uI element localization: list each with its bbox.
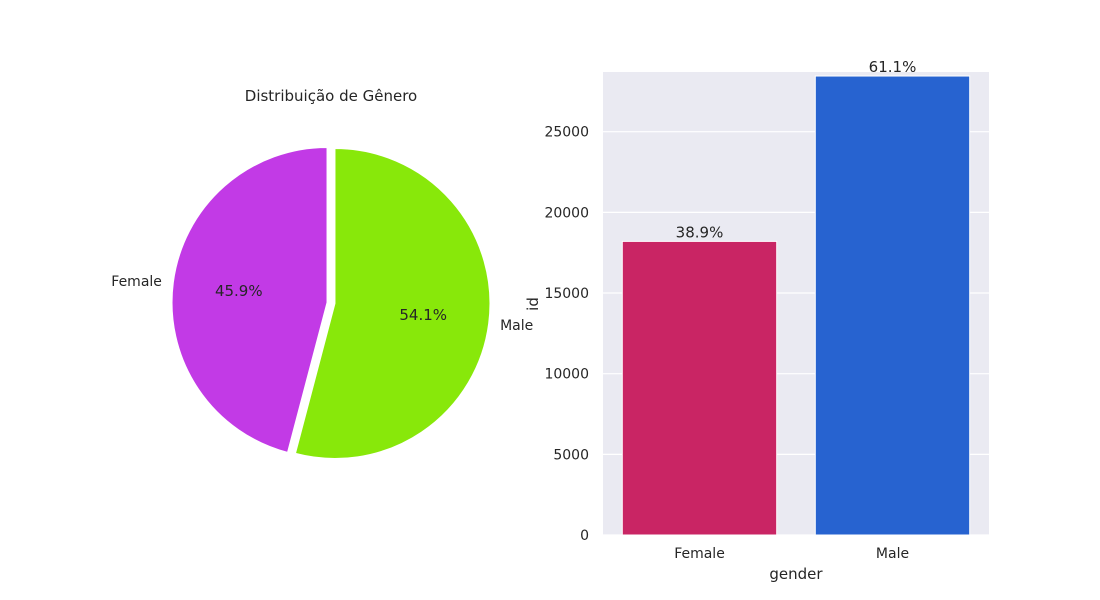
bar-x-tick-labels: Female Male (674, 546, 909, 562)
pie-labels: 45.9% Female 54.1% Male (111, 274, 533, 334)
y-tick-label: 15000 (544, 286, 589, 302)
bar-chart: 38.9% 61.1% 0 5000 10000 15000 20000 25000 Fem… (524, 58, 989, 583)
pie-chart: Distribuição de Gênero 45.9% Female 54.1% M… (111, 87, 533, 460)
pie-percent-label: 54.1% (399, 306, 447, 324)
bar-male (814, 75, 971, 536)
pie-slice-female (171, 146, 328, 453)
y-tick-label: 0 (580, 528, 589, 544)
bar-value-labels: 38.9% 61.1% (676, 58, 917, 241)
bar-bars (621, 75, 971, 536)
pie-slices (171, 146, 491, 460)
bar-y-tick-labels: 0 5000 10000 15000 20000 25000 (544, 125, 589, 544)
bar-value-label: 61.1% (869, 58, 917, 76)
x-tick-label: Male (876, 546, 909, 562)
y-tick-label: 10000 (544, 367, 589, 383)
bar-female (621, 240, 778, 536)
pie-title: Distribuição de Gênero (245, 87, 417, 105)
pie-category-label: Female (111, 274, 162, 290)
x-tick-label: Female (674, 546, 725, 562)
y-tick-label: 25000 (544, 125, 589, 141)
bar-value-label: 38.9% (676, 223, 724, 241)
y-tick-label: 20000 (544, 205, 589, 221)
y-axis-label: id (524, 297, 542, 311)
x-axis-label: gender (769, 565, 823, 583)
pie-slice-male (294, 148, 491, 460)
pie-percent-label: 45.9% (215, 282, 263, 300)
y-tick-label: 5000 (553, 447, 589, 463)
pie-category-label: Male (500, 318, 533, 334)
